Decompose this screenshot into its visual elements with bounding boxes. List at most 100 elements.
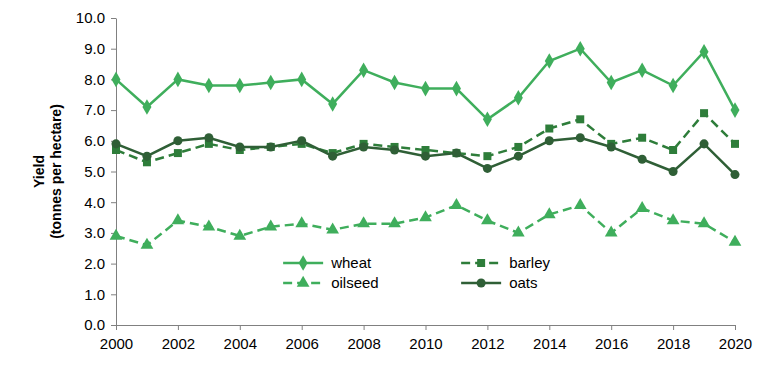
series-marker bbox=[669, 167, 678, 176]
chart: 2000200220042006200820102012201420162018… bbox=[0, 0, 776, 382]
series-marker bbox=[545, 53, 554, 69]
x-tick: 2020 bbox=[719, 325, 752, 352]
series-marker bbox=[700, 139, 709, 148]
series-marker bbox=[605, 226, 618, 237]
series-marker bbox=[390, 145, 399, 154]
x-tick-mark bbox=[302, 325, 303, 330]
series-marker bbox=[483, 112, 492, 128]
series-marker bbox=[731, 102, 740, 118]
y-tick-label: 2.0 bbox=[84, 255, 105, 272]
series-marker bbox=[328, 152, 337, 161]
series-marker bbox=[576, 41, 585, 57]
x-tick-mark bbox=[178, 325, 179, 330]
series bbox=[112, 109, 739, 166]
x-tick-mark bbox=[240, 325, 241, 330]
plot: 2000200220042006200820102012201420162018… bbox=[76, 9, 752, 351]
series-marker bbox=[204, 133, 213, 142]
x-tick-label: 2014 bbox=[533, 335, 566, 352]
series-marker bbox=[638, 62, 647, 78]
series-marker bbox=[483, 164, 492, 173]
series-marker bbox=[669, 78, 678, 94]
y-tick-label: 3.0 bbox=[84, 224, 105, 241]
legend-swatch-marker bbox=[477, 259, 485, 267]
x-tick-label: 2018 bbox=[657, 335, 690, 352]
series-marker bbox=[264, 219, 277, 230]
series-marker bbox=[328, 96, 337, 112]
legend-swatch-marker bbox=[297, 276, 310, 287]
series-marker bbox=[172, 213, 185, 224]
x-tick-label: 2010 bbox=[409, 335, 442, 352]
x-tick: 2018 bbox=[657, 325, 690, 352]
y-tick: 4.0 bbox=[84, 194, 116, 211]
series-marker bbox=[545, 136, 554, 145]
series-marker bbox=[111, 139, 120, 148]
x-tick-label: 2006 bbox=[286, 335, 319, 352]
series-marker bbox=[450, 198, 463, 209]
series-marker bbox=[204, 78, 213, 94]
series-marker bbox=[729, 235, 742, 246]
y-tick: 9.0 bbox=[84, 40, 116, 57]
y-tick: 6.0 bbox=[84, 132, 116, 149]
y-tick: 5.0 bbox=[84, 163, 116, 180]
series-marker bbox=[359, 62, 368, 78]
x-tick: 2016 bbox=[595, 325, 628, 352]
series-marker bbox=[359, 142, 368, 151]
legend-label: wheat bbox=[330, 254, 372, 271]
series-marker bbox=[326, 222, 339, 233]
series-marker bbox=[545, 125, 553, 133]
series-marker bbox=[419, 210, 432, 221]
series-marker bbox=[481, 213, 494, 224]
y-tick-label: 4.0 bbox=[84, 194, 105, 211]
series-marker bbox=[110, 229, 123, 240]
series-marker bbox=[452, 81, 461, 97]
legend-swatch-marker bbox=[299, 255, 308, 271]
series-marker bbox=[266, 75, 275, 91]
series-marker bbox=[667, 213, 680, 224]
y-tick-label: 6.0 bbox=[84, 132, 105, 149]
y-tick-mark bbox=[111, 264, 116, 265]
x-tick-mark bbox=[487, 325, 488, 330]
y-tick-label: 0.0 bbox=[84, 316, 105, 333]
legend-item: barley bbox=[461, 254, 550, 271]
legend-item: oilseed bbox=[283, 274, 379, 291]
series-marker bbox=[173, 72, 182, 88]
series-marker bbox=[638, 155, 647, 164]
legend-label: oats bbox=[509, 274, 537, 291]
series-marker bbox=[514, 90, 523, 106]
series-marker bbox=[235, 142, 244, 151]
series-marker bbox=[638, 134, 646, 142]
series-group bbox=[110, 41, 742, 249]
series bbox=[111, 133, 739, 179]
x-tick-mark bbox=[116, 325, 117, 330]
y-tick-mark bbox=[111, 49, 116, 50]
x-axis: 2000200220042006200820102012201420162018… bbox=[100, 325, 752, 352]
series-marker bbox=[421, 152, 430, 161]
series-marker bbox=[142, 99, 151, 115]
x-tick-label: 2020 bbox=[719, 335, 752, 352]
x-tick-label: 2002 bbox=[162, 335, 195, 352]
x-tick-label: 2012 bbox=[471, 335, 504, 352]
y-tick-label: 9.0 bbox=[84, 40, 105, 57]
y-tick: 0.0 bbox=[84, 316, 116, 333]
series-line bbox=[116, 49, 735, 120]
y-tick-label: 7.0 bbox=[84, 101, 105, 118]
series-marker bbox=[698, 216, 711, 227]
series-marker bbox=[357, 216, 370, 227]
series-marker bbox=[112, 72, 121, 88]
x-tick-label: 2000 bbox=[100, 335, 133, 352]
x-tick: 2010 bbox=[409, 325, 442, 352]
y-tick-mark bbox=[111, 325, 116, 326]
series-marker bbox=[173, 136, 182, 145]
y-tick: 2.0 bbox=[84, 255, 116, 272]
series-marker bbox=[730, 170, 739, 179]
x-tick: 2012 bbox=[471, 325, 504, 352]
legend-item: oats bbox=[461, 274, 537, 291]
y-axis: 0.01.02.03.04.05.06.07.08.09.010.0 bbox=[76, 9, 117, 333]
x-tick: 2008 bbox=[347, 325, 380, 352]
series bbox=[110, 198, 742, 249]
y-axis-title: Yield(tonnes per hectare) bbox=[31, 104, 64, 239]
series-marker bbox=[421, 81, 430, 97]
x-tick: 2006 bbox=[286, 325, 319, 352]
legend-label: barley bbox=[509, 254, 550, 271]
x-tick-mark bbox=[549, 325, 550, 330]
